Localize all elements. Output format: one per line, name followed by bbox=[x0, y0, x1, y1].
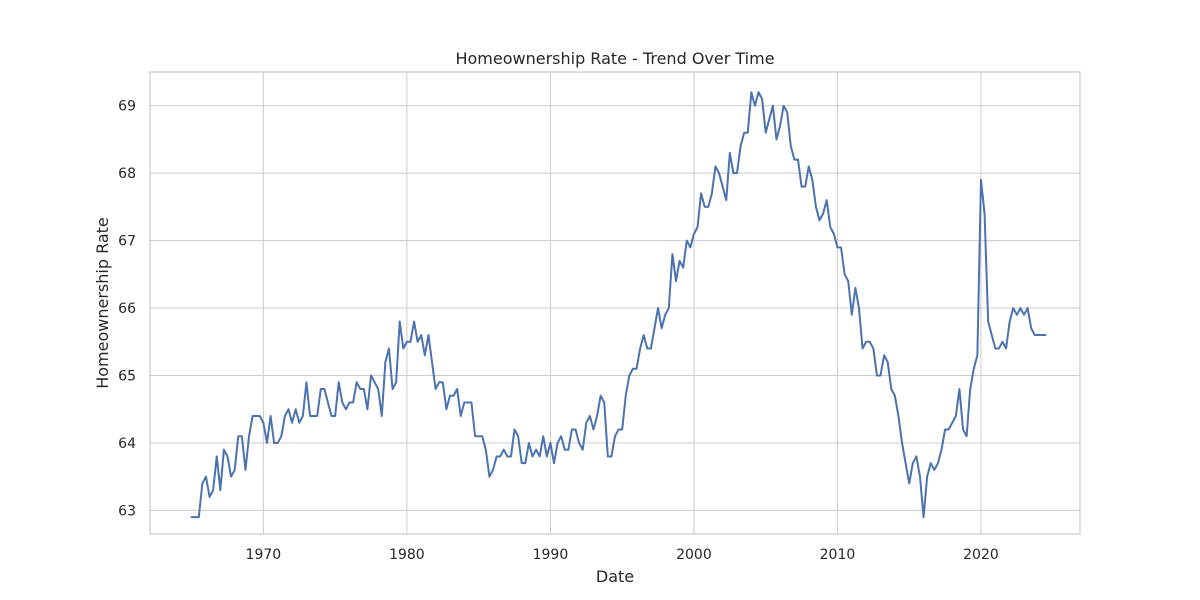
x-tick-label: 1990 bbox=[533, 547, 569, 563]
y-tick-label: 66 bbox=[118, 301, 136, 317]
series-line bbox=[190, 91, 1047, 519]
x-tick-label: 2000 bbox=[676, 547, 712, 563]
chart-title: Homeownership Rate - Trend Over Time bbox=[455, 49, 774, 68]
x-tick-label: 1980 bbox=[389, 547, 425, 563]
x-tick-label: 2010 bbox=[820, 547, 856, 563]
y-tick-label: 63 bbox=[118, 503, 136, 519]
tick-labels: 1970 1980 1990 2000 2010 2020 63 64 65 66 67 68 69 bbox=[118, 99, 999, 563]
series-layer bbox=[190, 91, 1047, 519]
y-tick-label: 64 bbox=[118, 436, 136, 452]
x-tick-label: 2020 bbox=[963, 547, 999, 563]
x-axis-label: Date bbox=[596, 567, 634, 586]
y-axis-label: Homeownership Rate bbox=[93, 217, 112, 389]
y-tick-label: 65 bbox=[118, 369, 136, 385]
y-tick-label: 68 bbox=[118, 166, 136, 182]
x-tick-label: 1970 bbox=[246, 547, 282, 563]
y-tick-label: 67 bbox=[118, 234, 136, 250]
plot-frame bbox=[149, 71, 1081, 535]
y-tick-label: 69 bbox=[118, 99, 136, 115]
